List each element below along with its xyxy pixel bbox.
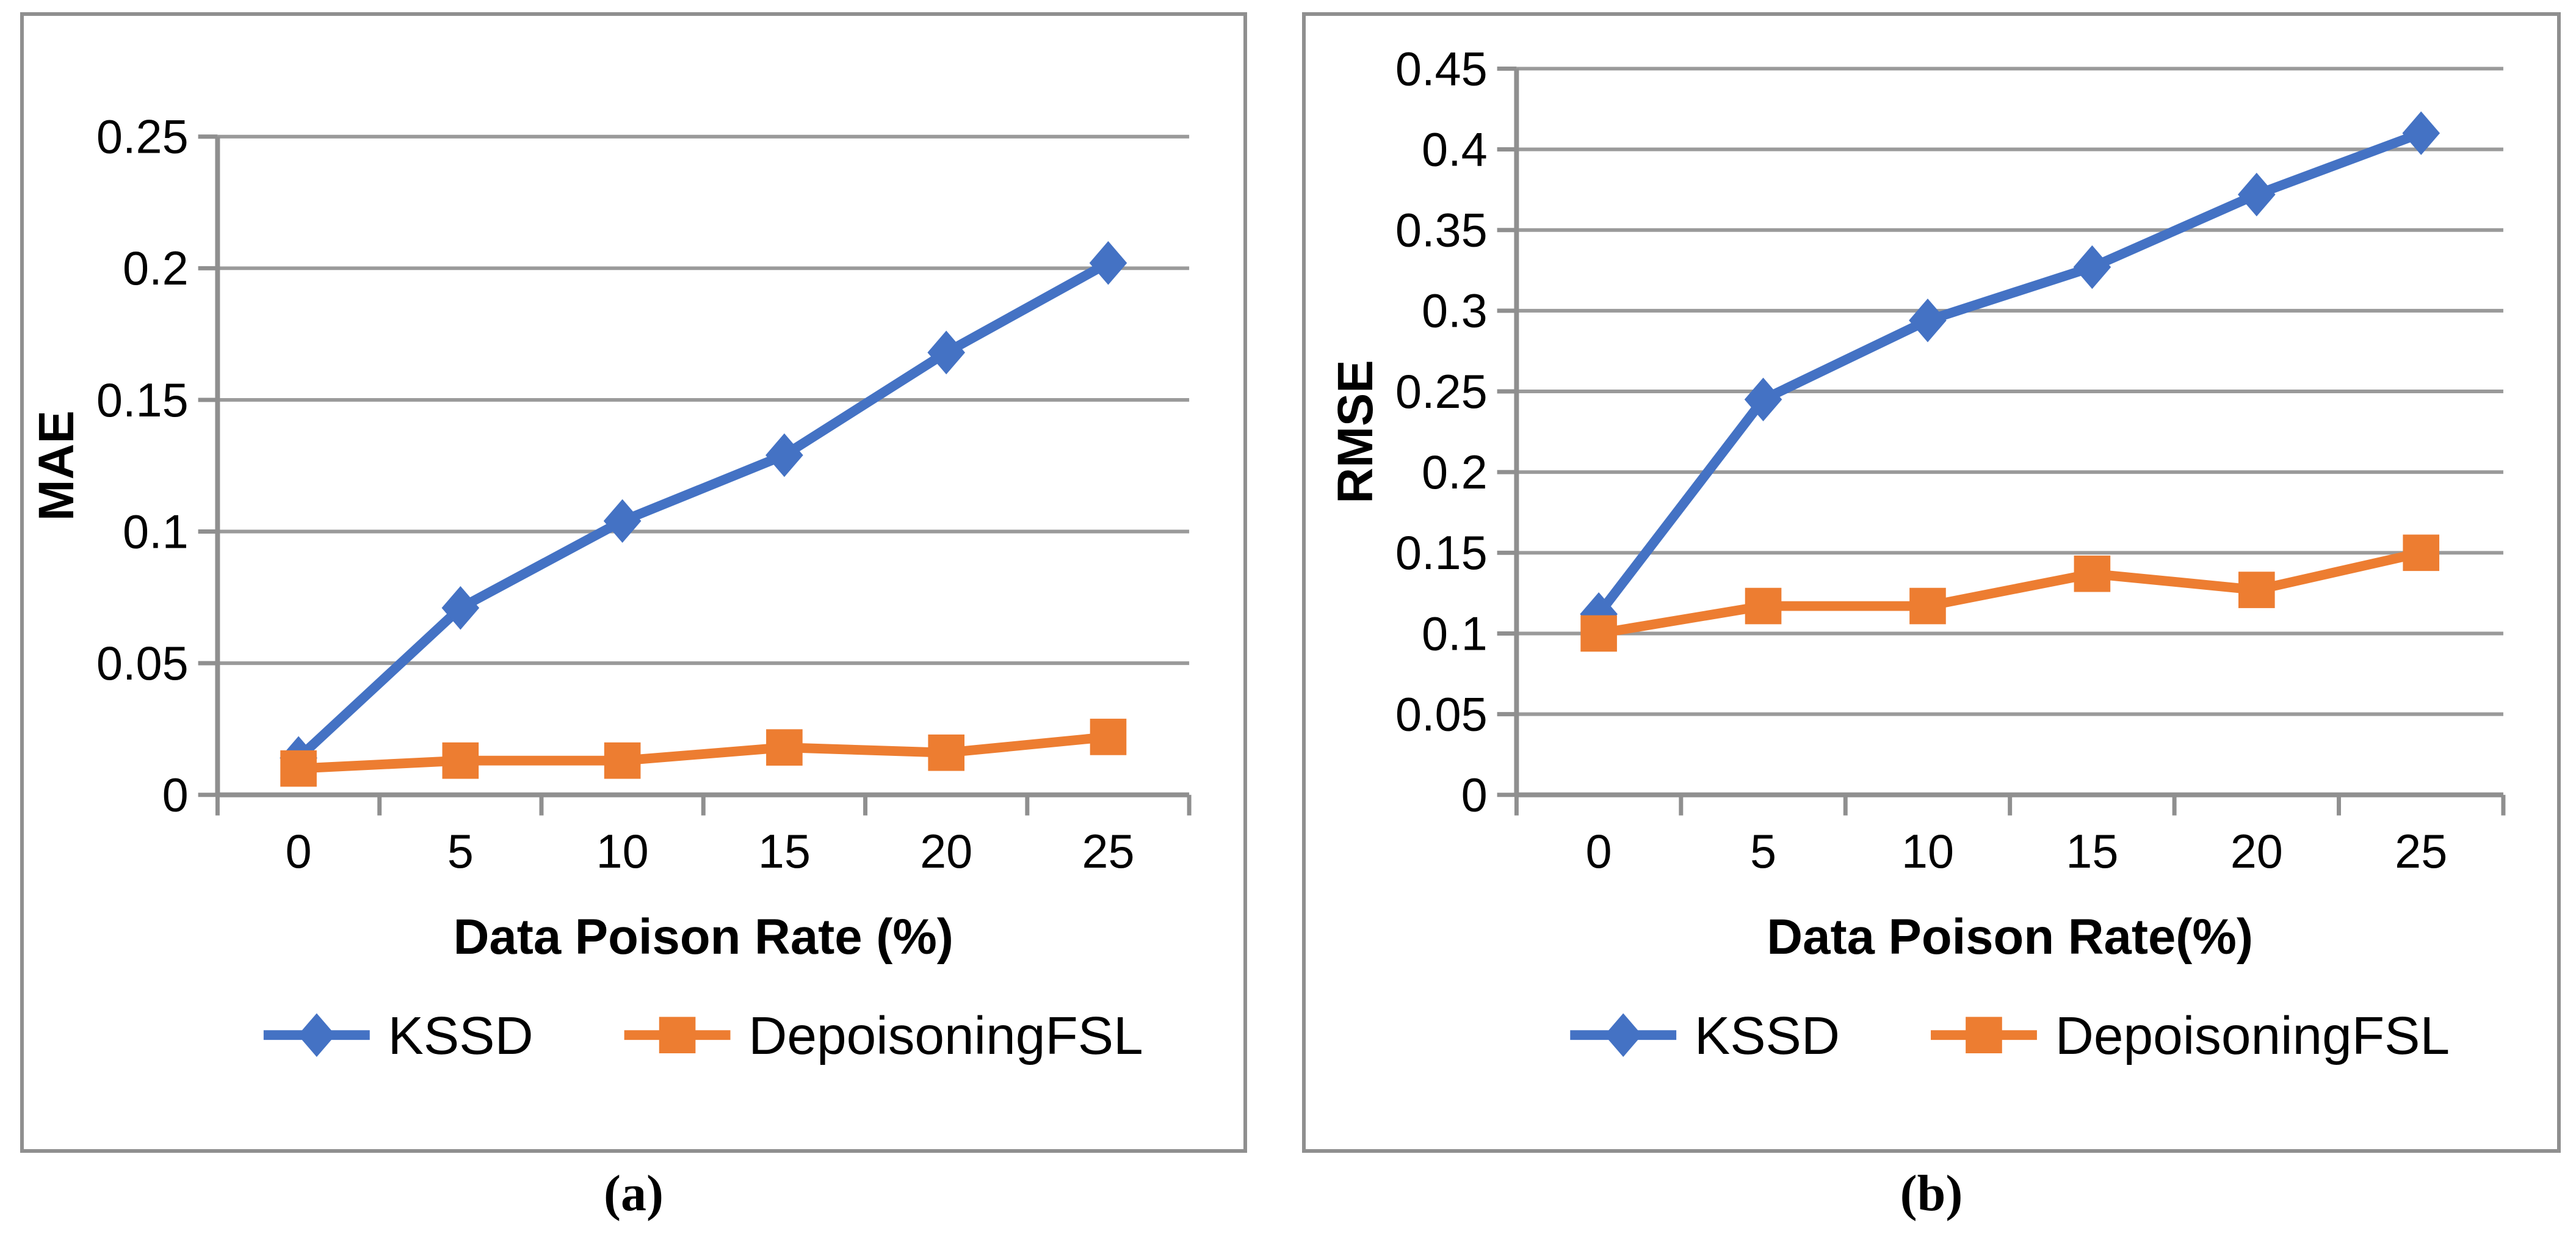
y-tick-label: 0.15 bbox=[96, 374, 189, 427]
chart-panel-a: 0 0.05 0.1 0.15 0.2 0.25 0 5 10 15 20 25 Data Poison… bbox=[20, 12, 1247, 1153]
x-axis-title: Data Poison Rate (%) bbox=[454, 909, 953, 965]
caption-b: (b) bbox=[1900, 1165, 1963, 1222]
x-tick-label: 15 bbox=[2066, 826, 2118, 878]
data-point-marker bbox=[1909, 298, 1947, 343]
legend: KSSD DepoisoningFSL bbox=[263, 1006, 1143, 1065]
x-tick-label: 20 bbox=[920, 826, 972, 878]
legend: KSSD DepoisoningFSL bbox=[1570, 1006, 2450, 1065]
data-point-marker bbox=[927, 330, 965, 375]
y-tick-label: 0.05 bbox=[1395, 688, 1488, 741]
data-point-marker bbox=[1089, 241, 1127, 285]
y-tick-label: 0 bbox=[1461, 769, 1488, 822]
data-point-marker bbox=[603, 499, 642, 543]
data-point-marker bbox=[1909, 587, 1946, 625]
y-axis-title: RMSE bbox=[1328, 360, 1383, 503]
data-point-marker bbox=[765, 433, 803, 477]
y-tick-label: 0.25 bbox=[96, 111, 189, 164]
x-tick-label: 10 bbox=[1901, 826, 1954, 878]
data-point-marker bbox=[2238, 172, 2276, 217]
legend-label: DepoisoningFSL bbox=[2055, 1006, 2450, 1065]
data-point-marker bbox=[2402, 111, 2440, 155]
chart-panel-b: 0 0.05 0.1 0.15 0.2 0.25 0.3 0.35 0.4 0.45 0 5 10 15 2… bbox=[1302, 12, 2561, 1153]
x-tick-label: 15 bbox=[758, 826, 811, 878]
legend-swatch-marker bbox=[1604, 1013, 1642, 1057]
data-point-marker bbox=[280, 750, 317, 787]
data-point-marker bbox=[1090, 719, 1127, 755]
x-tick-label: 25 bbox=[1082, 826, 1134, 878]
y-tick-label: 0.05 bbox=[96, 637, 189, 690]
legend-swatch-marker bbox=[1966, 1017, 2002, 1054]
series-line-kssd bbox=[295, 258, 1111, 762]
legend-swatch-marker bbox=[659, 1017, 696, 1054]
y-tick-label: 0.3 bbox=[1422, 285, 1488, 338]
y-tick-label: 0.35 bbox=[1395, 205, 1488, 257]
y-tick-label: 0.45 bbox=[1395, 43, 1488, 95]
x-tick-label: 5 bbox=[447, 826, 474, 878]
caption-a: (a) bbox=[604, 1165, 664, 1222]
y-tick-label: 0.1 bbox=[1422, 608, 1488, 660]
x-tick-label: 20 bbox=[2230, 826, 2283, 878]
data-point-marker bbox=[1580, 615, 1617, 652]
x-axis-title: Data Poison Rate(%) bbox=[1767, 909, 2253, 965]
data-point-marker bbox=[1744, 377, 1782, 422]
y-tick-label: 0.2 bbox=[1422, 446, 1488, 499]
x-tick-label: 0 bbox=[286, 826, 312, 878]
data-point-marker bbox=[928, 734, 964, 771]
y-tick-label: 0.2 bbox=[123, 242, 189, 295]
data-point-marker bbox=[442, 742, 479, 779]
data-point-marker bbox=[2403, 534, 2440, 572]
data-point-marker bbox=[1745, 587, 1782, 625]
series-line-depoisoningfsl bbox=[1597, 548, 2422, 639]
data-point-marker bbox=[766, 729, 803, 766]
data-point-marker bbox=[604, 742, 641, 779]
mae-chart-svg: 0 0.05 0.1 0.15 0.2 0.25 0 5 10 15 20 25 Data Poison… bbox=[29, 111, 1192, 1065]
y-axis-title: MAE bbox=[29, 410, 84, 521]
y-tick-label: 0.1 bbox=[123, 506, 189, 558]
legend-label: DepoisoningFSL bbox=[748, 1006, 1143, 1065]
data-point-marker bbox=[441, 586, 480, 630]
x-tick-label: 10 bbox=[596, 826, 649, 878]
y-tick-label: 0 bbox=[162, 769, 189, 822]
legend-label: KSSD bbox=[1695, 1006, 1840, 1065]
series-line-kssd bbox=[1594, 128, 2423, 617]
data-point-marker bbox=[2238, 572, 2275, 608]
data-point-marker bbox=[2074, 555, 2111, 592]
data-point-marker bbox=[2073, 245, 2111, 289]
series-line-depoisoningfsl bbox=[298, 731, 1109, 774]
x-tick-label: 0 bbox=[1586, 826, 1612, 878]
y-tick-label: 0.4 bbox=[1422, 123, 1488, 176]
y-tick-label: 0.15 bbox=[1395, 527, 1488, 579]
x-tick-label: 25 bbox=[2395, 826, 2447, 878]
rmse-chart-svg: 0 0.05 0.1 0.15 0.2 0.25 0.3 0.35 0.4 0.45 0 5 10 15 2… bbox=[1328, 43, 2506, 1065]
legend-swatch-marker bbox=[297, 1013, 336, 1057]
legend-label: KSSD bbox=[388, 1006, 534, 1065]
y-tick-label: 0.25 bbox=[1395, 366, 1488, 418]
x-tick-label: 5 bbox=[1750, 826, 1776, 878]
